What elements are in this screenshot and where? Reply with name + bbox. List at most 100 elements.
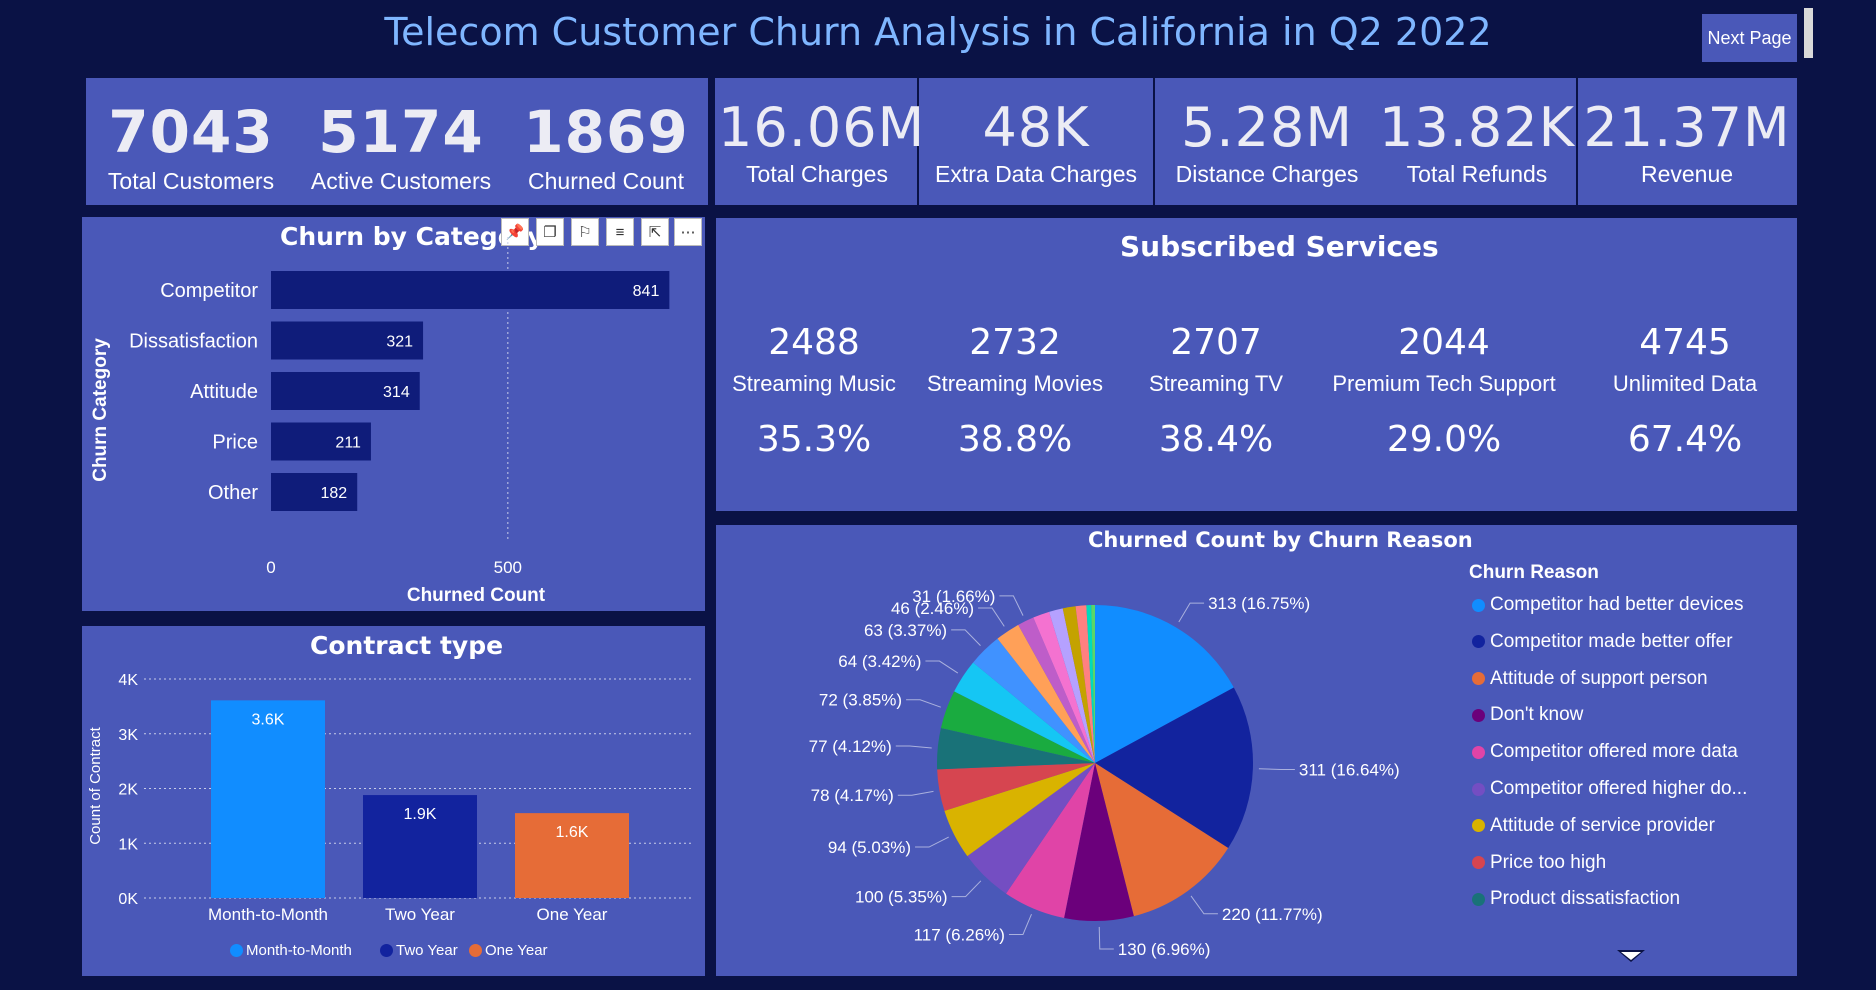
- legend-dot-icon: [1472, 782, 1485, 796]
- y-category-label: Competitor: [160, 280, 258, 302]
- x-tick-label: 0: [266, 558, 275, 577]
- legend-item[interactable]: Competitor offered higher do...: [1472, 778, 1747, 800]
- bar-data-label: 211: [335, 435, 361, 452]
- bar[interactable]: [363, 795, 477, 898]
- pie-data-label: 63 (3.37%): [864, 621, 947, 640]
- pie-data-label: 64 (3.42%): [838, 652, 921, 671]
- pie-slice[interactable]: [1095, 687, 1253, 849]
- focus-mode-icon[interactable]: ⇱: [641, 218, 669, 246]
- legend-label: Product dissatisfaction: [1490, 888, 1681, 910]
- pie-slice[interactable]: [1006, 763, 1095, 918]
- leader-line: [951, 880, 982, 898]
- bar[interactable]: [271, 372, 420, 410]
- pie-slice[interactable]: [1086, 605, 1095, 763]
- pie-data-label: 311 (16.64%): [1299, 761, 1400, 780]
- legend-item[interactable]: Price too high: [1472, 852, 1606, 874]
- pie-slice[interactable]: [1049, 608, 1095, 763]
- leader-line: [897, 790, 934, 796]
- pin-icon[interactable]: 📌: [501, 218, 529, 246]
- kpi-divider: [917, 78, 919, 205]
- copy-icon[interactable]: ❐: [536, 218, 564, 246]
- kpi-active-customers: 5174 Active Customers: [305, 98, 497, 195]
- contract-legend-item[interactable]: Two Year: [380, 942, 458, 959]
- legend-dot-icon: [1472, 745, 1485, 759]
- churn-reason-title: Churned Count by Churn Reason: [1088, 528, 1473, 552]
- y-category-label: Price: [212, 432, 258, 454]
- pie-slice[interactable]: [1062, 606, 1095, 763]
- kpi-card-charges: [715, 78, 1797, 205]
- pie-slice[interactable]: [1075, 605, 1095, 763]
- service-streaming-tv: 2707 Streaming TV 38.4%: [1148, 322, 1284, 460]
- bar[interactable]: [271, 422, 371, 461]
- next-page-button[interactable]: Next Page: [1702, 14, 1797, 62]
- bell-icon[interactable]: ⚐: [571, 218, 599, 246]
- legend-dot-icon: [1472, 598, 1485, 612]
- legend-label: Attitude of support person: [1490, 667, 1708, 689]
- more-options-icon[interactable]: ⋯: [674, 218, 702, 246]
- bar[interactable]: [271, 271, 670, 309]
- y-tick-label: 3K: [118, 727, 138, 744]
- legend-dot-icon: [469, 944, 482, 957]
- pie-slice[interactable]: [1091, 605, 1095, 763]
- pie-slice[interactable]: [937, 727, 1095, 770]
- pie-slice[interactable]: [967, 763, 1095, 894]
- y-category-label: Dissatisfaction: [129, 331, 258, 353]
- pie-slice[interactable]: [940, 691, 1095, 763]
- kpi-total-charges: 16.06M Total Charges: [718, 96, 924, 188]
- legend-label: Competitor offered more data: [1490, 741, 1738, 763]
- pie-slice[interactable]: [997, 624, 1095, 763]
- kpi-value: 5.28M: [1181, 96, 1353, 159]
- legend-label: Don't know: [1490, 704, 1584, 726]
- contract-type-chart: 0K 1K 2K 3K 4K 3.6K Month-to-Month 1.9K Two Year…: [87, 672, 694, 924]
- contract-type-title: Contract type: [310, 631, 504, 660]
- pie-slice[interactable]: [1033, 611, 1095, 763]
- contract-legend-item[interactable]: Month-to-Month: [230, 942, 352, 959]
- subscribed-services-title: Subscribed Services: [1120, 230, 1439, 263]
- kpi-label: Total Charges: [746, 161, 888, 187]
- churn-reason-pie: 313 (16.75%) 311 (16.64%) 220 (11.77%) 130 …: [809, 587, 1400, 959]
- pie-slice[interactable]: [973, 638, 1095, 763]
- legend-item[interactable]: Product dissatisfaction: [1472, 888, 1680, 910]
- churn-reason-visual[interactable]: [716, 525, 1797, 976]
- x-axis-title: Churned Count: [407, 585, 546, 606]
- bar[interactable]: [271, 321, 424, 360]
- pie-slice[interactable]: [1095, 763, 1229, 917]
- pie-slice[interactable]: [1064, 763, 1134, 921]
- legend-item[interactable]: Don't know: [1472, 704, 1583, 726]
- legend-item[interactable]: Attitude of support person: [1472, 668, 1708, 690]
- kpi-revenue: 21.37M Revenue: [1578, 96, 1796, 188]
- legend-item[interactable]: Attitude of service provider: [1472, 815, 1715, 837]
- pie-slice[interactable]: [1095, 605, 1234, 763]
- y-tick-label: 4K: [118, 672, 138, 689]
- legend-item[interactable]: Competitor had better devices: [1472, 594, 1743, 616]
- bar-data-label: 3.6K: [252, 711, 285, 728]
- bar[interactable]: [271, 473, 358, 511]
- legend-item[interactable]: Competitor offered more data: [1472, 741, 1738, 763]
- legend-label: Price too high: [1490, 851, 1607, 873]
- pie-slice[interactable]: [944, 763, 1095, 857]
- service-unlimited-data: 4745 Unlimited Data 67.4%: [1612, 322, 1758, 460]
- legend-label: Competitor offered higher do...: [1490, 778, 1748, 799]
- filter-icon[interactable]: ≡: [606, 218, 634, 246]
- kpi-label: Distance Charges: [1175, 161, 1359, 187]
- pie-data-label: 78 (4.17%): [811, 786, 894, 805]
- legend-item[interactable]: Competitor made better offer: [1472, 631, 1733, 653]
- pie-slice[interactable]: [954, 662, 1095, 763]
- leader-line: [895, 745, 932, 749]
- leader-line: [1098, 926, 1114, 950]
- pie-slice[interactable]: [1018, 617, 1095, 763]
- legend-dot-icon: [1472, 635, 1485, 649]
- bar-data-label: 182: [321, 485, 348, 502]
- bar[interactable]: [515, 813, 629, 898]
- pie-slice[interactable]: [937, 763, 1095, 811]
- scrollbar-handle[interactable]: [1804, 8, 1813, 58]
- leader-line: [915, 836, 949, 848]
- legend-dot-icon: [1472, 819, 1485, 833]
- kpi-label: Active Customers: [310, 168, 492, 194]
- legend-title: Churn Reason: [1469, 562, 1599, 583]
- bar[interactable]: [211, 700, 325, 898]
- pie-data-label: 313 (16.75%): [1208, 594, 1310, 613]
- contract-legend-item[interactable]: One Year: [469, 942, 548, 959]
- pie-data-label: 94 (5.03%): [828, 838, 911, 857]
- pie-data-label: 130 (6.96%): [1118, 940, 1211, 959]
